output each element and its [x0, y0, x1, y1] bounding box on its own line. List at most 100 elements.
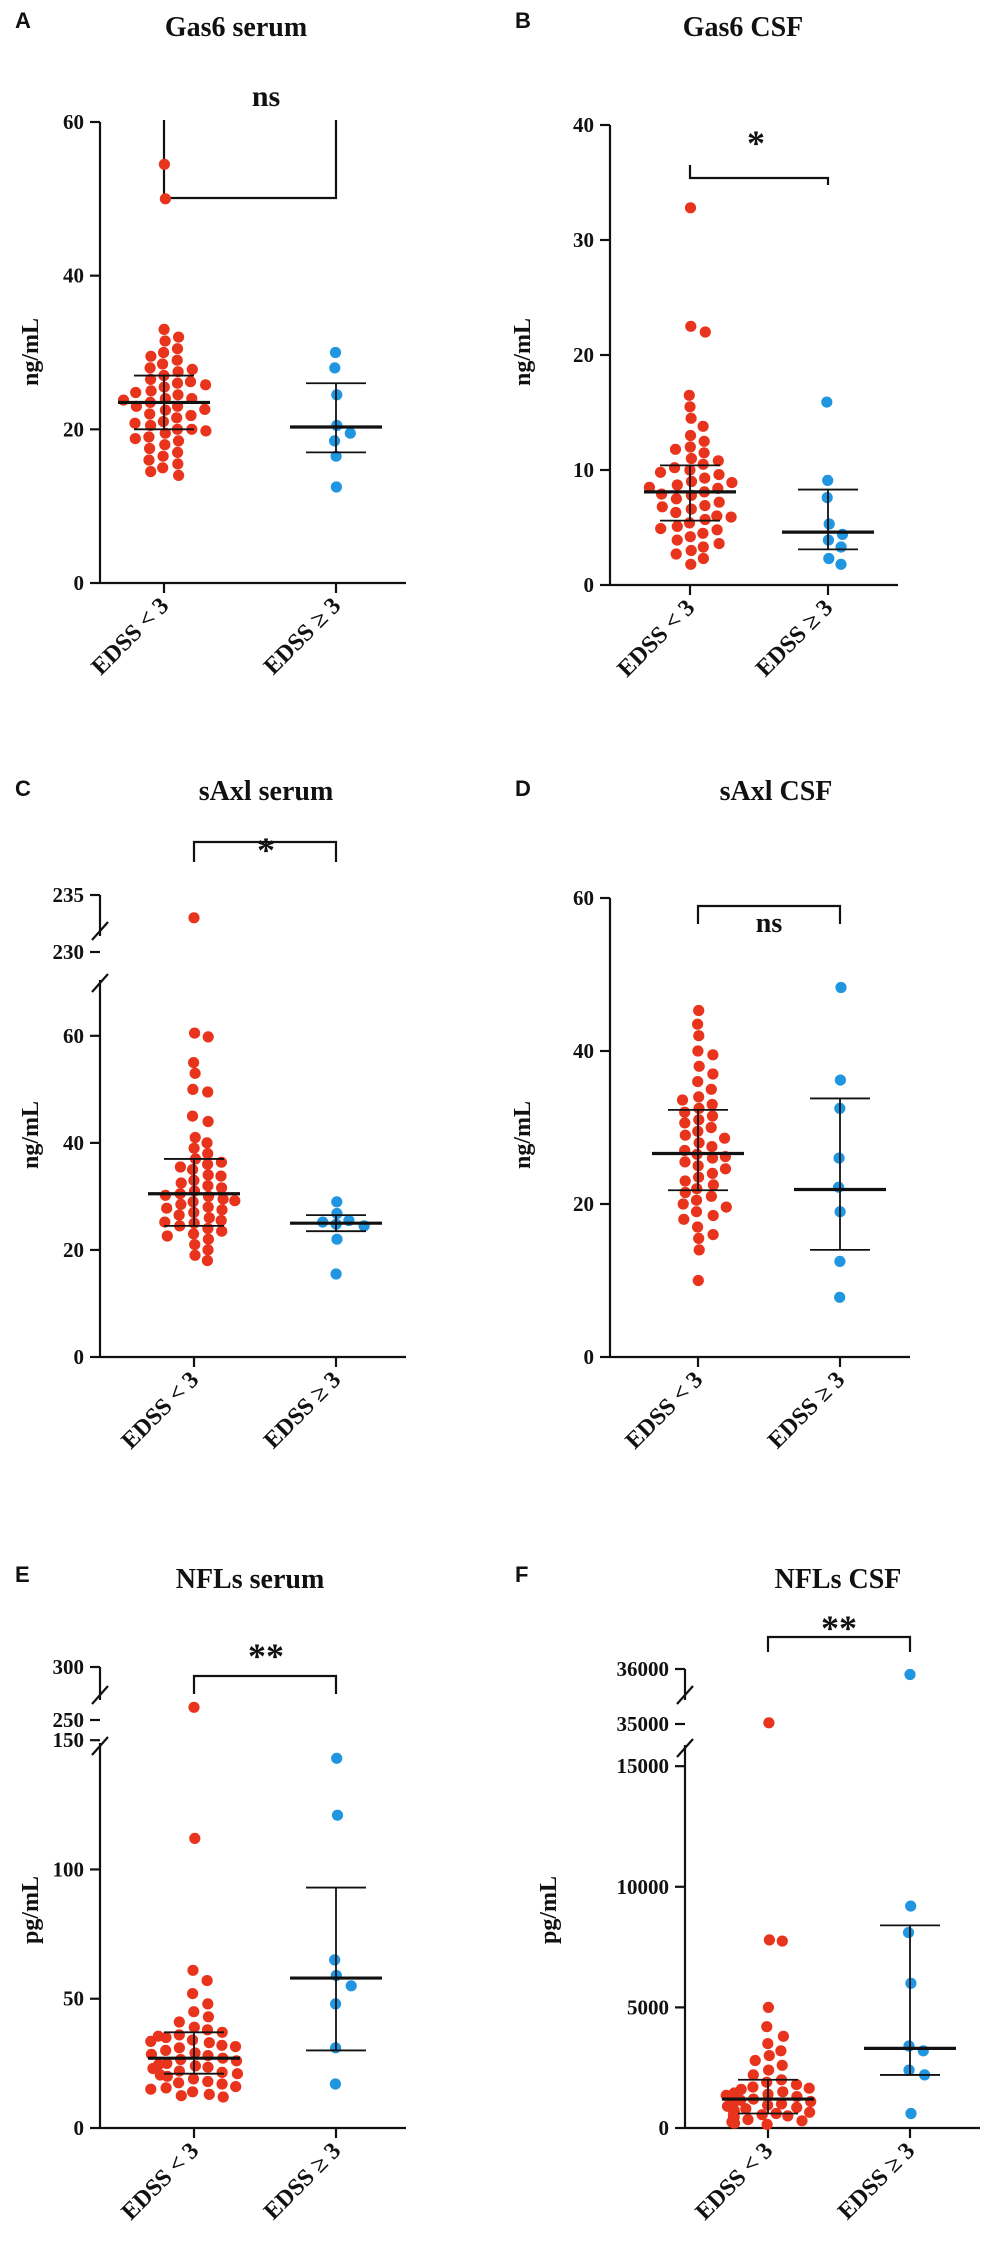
data-point — [796, 2115, 808, 2127]
data-point — [173, 469, 185, 481]
y-tick-label: 230 — [53, 940, 85, 964]
data-point — [679, 1117, 691, 1129]
y-tick-label: 50 — [63, 1987, 84, 2011]
data-point — [693, 1030, 705, 1042]
data-point — [161, 1202, 173, 1214]
data-point — [173, 2077, 185, 2089]
data-point — [172, 458, 184, 470]
data-point — [726, 477, 738, 489]
data-point — [145, 419, 157, 432]
data-point — [835, 541, 847, 553]
data-point — [130, 386, 142, 399]
data-point — [719, 1132, 731, 1144]
data-point — [707, 1068, 719, 1080]
data-point — [144, 362, 156, 374]
data-point — [331, 1196, 343, 1208]
data-point — [200, 379, 212, 391]
data-point — [159, 1216, 171, 1228]
data-point — [159, 335, 171, 347]
data-point — [684, 429, 697, 442]
data-point — [184, 376, 197, 388]
data-point — [145, 2083, 157, 2095]
data-point — [172, 446, 184, 458]
data-point — [202, 2011, 214, 2023]
y-axis-label: ng/mL — [18, 1101, 44, 1169]
data-point — [685, 503, 697, 515]
data-point — [903, 2064, 915, 2076]
data-point — [836, 528, 849, 541]
data-point — [692, 1221, 704, 1233]
data-point — [671, 520, 683, 533]
y-tick-label: 30 — [573, 228, 594, 252]
data-point — [705, 1190, 718, 1202]
data-point — [129, 433, 141, 445]
data-point — [217, 1193, 229, 1205]
data-point — [157, 462, 169, 474]
data-point — [202, 1180, 214, 1192]
x-tick-label: EDSS ≥ 3 — [259, 1367, 346, 1454]
data-point — [202, 1233, 214, 1245]
data-point — [143, 454, 155, 466]
y-axis-label: pg/mL — [536, 1876, 562, 1944]
y-axis-label: pg/mL — [18, 1876, 44, 1944]
x-tick-label: EDSS ≥ 3 — [259, 2138, 346, 2225]
data-point — [693, 1137, 705, 1149]
data-point — [189, 1067, 201, 1079]
data-point — [762, 2001, 775, 2013]
x-tick-label: EDSS < 3 — [87, 593, 174, 680]
data-point — [719, 1163, 732, 1175]
data-point — [187, 1083, 199, 1095]
data-point — [692, 1045, 704, 1057]
data-point — [172, 435, 185, 447]
data-point — [679, 1156, 691, 1168]
y-tick-label: 40 — [573, 1039, 594, 1063]
data-point — [670, 506, 682, 519]
data-point — [656, 501, 668, 513]
data-point — [202, 2075, 214, 2088]
data-point — [188, 1057, 200, 1069]
y-tick-label: 20 — [63, 417, 84, 441]
data-point — [202, 1148, 214, 1160]
data-point-outlier — [188, 1701, 200, 1713]
data-point — [776, 1935, 788, 1947]
chart-title: Gas6 serum — [165, 12, 307, 43]
data-point — [679, 1129, 691, 1141]
data-point — [202, 1169, 214, 1181]
data-point — [345, 1980, 357, 1992]
data-point — [202, 1222, 214, 1235]
data-point — [763, 1717, 775, 1729]
chart-title: NFLs serum — [176, 1564, 325, 1595]
data-point — [331, 1207, 343, 1220]
data-point — [215, 1214, 227, 1227]
y-tick-label: 0 — [659, 2116, 670, 2140]
data-point — [697, 541, 709, 553]
data-point — [175, 1177, 187, 1189]
data-point — [679, 1106, 691, 1118]
data-point — [697, 420, 709, 432]
data-point — [679, 1186, 691, 1199]
data-point — [145, 466, 157, 478]
y-tick-label: 300 — [53, 1655, 85, 1679]
data-point — [329, 2078, 341, 2090]
axis-break-mark — [91, 1736, 109, 1756]
data-point — [173, 2065, 185, 2077]
data-point — [728, 2117, 741, 2129]
data-point — [693, 1004, 705, 1017]
y-tick-label: 0 — [74, 2116, 85, 2140]
data-point — [330, 481, 342, 493]
data-point — [159, 404, 171, 416]
data-point — [670, 493, 683, 505]
y-tick-label: 10000 — [617, 1875, 670, 1899]
data-point — [804, 2106, 816, 2118]
data-point — [200, 425, 212, 437]
data-point — [158, 346, 170, 359]
data-point — [707, 1209, 719, 1222]
y-tick-label: 100 — [53, 1857, 85, 1881]
data-point — [698, 435, 710, 447]
data-point — [186, 1110, 199, 1122]
data-point — [173, 331, 185, 343]
data-point — [217, 2091, 229, 2103]
data-point — [175, 1198, 187, 1210]
data-point — [693, 1232, 705, 1244]
data-point — [747, 2081, 759, 2093]
